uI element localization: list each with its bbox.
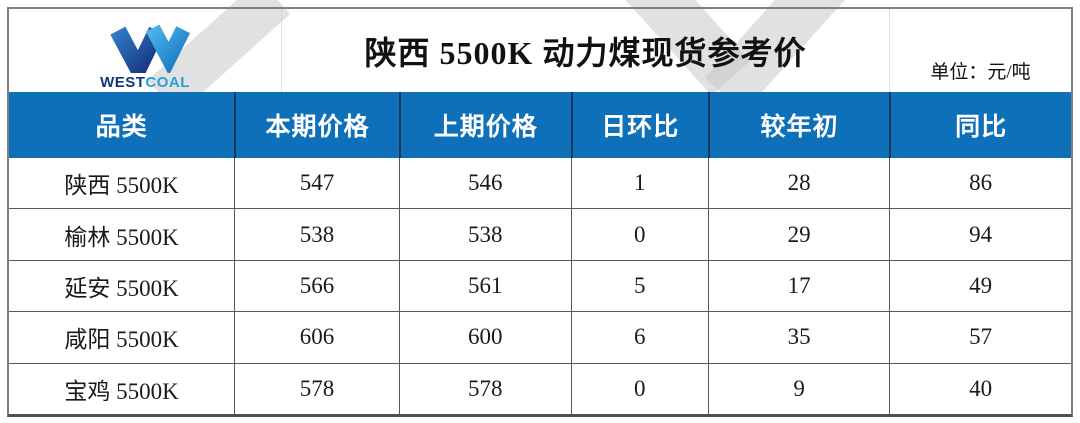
table-row: 陕西 5500K 547 546 1 28 86 (9, 158, 1071, 209)
column-header: 日环比 (570, 92, 708, 158)
value-cell: 538 (398, 209, 571, 260)
column-header: 本期价格 (234, 92, 399, 158)
column-header: 上期价格 (398, 92, 571, 158)
value-cell: 57 (889, 312, 1071, 363)
value-cell: 17 (707, 260, 890, 312)
table-row: 延安 5500K 566 561 5 17 49 (9, 259, 1071, 312)
value-cell: 578 (398, 363, 571, 415)
title-zone: 陕西 5500K 动力煤现货参考价 (281, 9, 890, 92)
value-cell: 1 (570, 158, 708, 209)
page-title: 陕西 5500K 动力煤现货参考价 (364, 34, 807, 71)
table-header-row: 品类 本期价格 上期价格 日环比 较年初 同比 (9, 92, 1071, 158)
value-cell: 94 (889, 209, 1071, 260)
category-cell: 榆林 5500K (64, 224, 179, 250)
category-cell: 延安 5500K (64, 276, 179, 302)
value-cell: 0 (570, 363, 708, 415)
category-cell: 陕西 5500K (64, 173, 179, 199)
value-cell: 578 (234, 363, 399, 415)
unit-zone: 单位：元/吨 (890, 9, 1071, 92)
value-cell: 28 (707, 158, 890, 209)
value-cell: 49 (889, 260, 1071, 312)
table-row: 榆林 5500K 538 538 0 29 94 (9, 208, 1071, 260)
column-header: 同比 (889, 92, 1071, 158)
value-cell: 6 (570, 312, 708, 363)
column-header: 较年初 (707, 92, 890, 158)
value-cell: 86 (889, 158, 1071, 209)
value-cell: 547 (234, 158, 399, 209)
value-cell: 40 (889, 363, 1071, 415)
logo-wordmark: WESTCOAL (100, 74, 190, 91)
westcoal-w-icon (110, 23, 191, 73)
unit-label: 单位：元/吨 (930, 62, 1031, 83)
value-cell: 561 (398, 260, 571, 312)
category-cell: 咸阳 5500K (64, 327, 179, 353)
value-cell: 5 (570, 260, 708, 312)
header-band: WESTCOAL 陕西 5500K 动力煤现货参考价 单位：元/吨 (9, 9, 1071, 92)
logo-word-coal: COAL (145, 73, 190, 91)
column-header: 品类 (95, 114, 148, 141)
value-cell: 546 (398, 158, 571, 209)
table-frame: WESTCOAL 陕西 5500K 动力煤现货参考价 单位：元/吨 品类 本期价格… (7, 7, 1073, 417)
value-cell: 538 (234, 209, 399, 260)
value-cell: 566 (234, 260, 399, 312)
table-row: 咸阳 5500K 606 600 6 35 57 (9, 311, 1071, 363)
logo-word-west: WEST (100, 73, 146, 91)
value-cell: 9 (707, 363, 890, 415)
value-cell: 0 (570, 209, 708, 260)
value-cell: 29 (707, 209, 890, 260)
value-cell: 600 (398, 312, 571, 363)
logo-zone: WESTCOAL (9, 9, 281, 92)
table-body: 陕西 5500K 547 546 1 28 86 榆林 5500K 538 538 0 29 94 延安… (9, 158, 1071, 415)
table-row: 宝鸡 5500K 578 578 0 9 40 (9, 362, 1071, 415)
westcoal-logo: WESTCOAL (99, 17, 191, 91)
category-cell: 宝鸡 5500K (64, 378, 179, 404)
value-cell: 606 (234, 312, 399, 363)
value-cell: 35 (707, 312, 890, 363)
